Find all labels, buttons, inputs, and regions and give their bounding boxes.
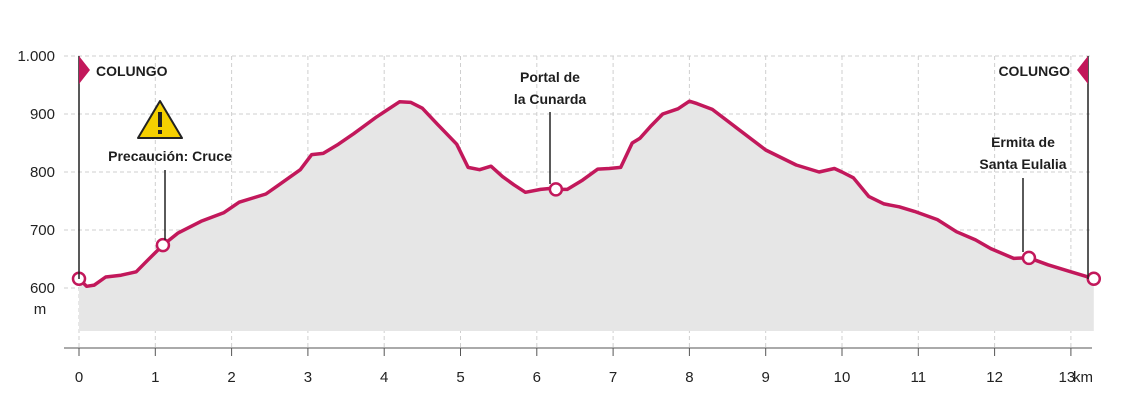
x-tick-label: 1 — [151, 369, 159, 386]
pass-label-line1: Portal de — [520, 69, 580, 85]
pass-label-line2: la Cunarda — [514, 91, 587, 107]
y-unit-label: m — [34, 301, 47, 318]
x-tick-label: 6 — [533, 369, 541, 386]
x-unit-label: km — [1073, 369, 1093, 386]
x-tick-label: 3 — [304, 369, 312, 386]
x-tick-label: 7 — [609, 369, 617, 386]
end-flag-icon — [1077, 56, 1089, 279]
x-tick-label: 12 — [986, 369, 1003, 386]
x-tick-label: 8 — [685, 369, 693, 386]
y-tick-label: 800 — [30, 164, 55, 181]
y-tick-label: 1.000 — [17, 48, 55, 65]
x-tick-label: 11 — [911, 369, 927, 386]
chapel-label-line1: Ermita de — [991, 134, 1055, 150]
warning-label: Precaución: Cruce — [108, 148, 232, 164]
x-tick-label: 0 — [75, 369, 83, 386]
x-tick-label: 9 — [762, 369, 770, 386]
y-tick-label: 700 — [30, 222, 55, 239]
waypoint-marker — [548, 182, 564, 197]
x-tick-label: 10 — [834, 369, 851, 386]
start-flag-icon — [78, 56, 90, 279]
x-tick-label: 5 — [456, 369, 464, 386]
chapel-label-line2: Santa Eulalia — [979, 156, 1066, 172]
waypoint-marker — [1021, 250, 1037, 266]
end-label: COLUNGO — [998, 63, 1070, 79]
x-tick-label: 4 — [380, 369, 388, 386]
y-tick-label: 600 — [30, 280, 55, 297]
start-label: COLUNGO — [96, 63, 168, 79]
x-tick-label: 13 — [1059, 369, 1076, 386]
waypoint-marker — [155, 237, 171, 253]
x-tick-label: 2 — [227, 369, 235, 386]
warning-icon — [137, 100, 183, 139]
y-tick-label: 900 — [30, 106, 55, 123]
waypoint-marker — [1086, 271, 1102, 286]
elevation-area — [79, 101, 1094, 331]
